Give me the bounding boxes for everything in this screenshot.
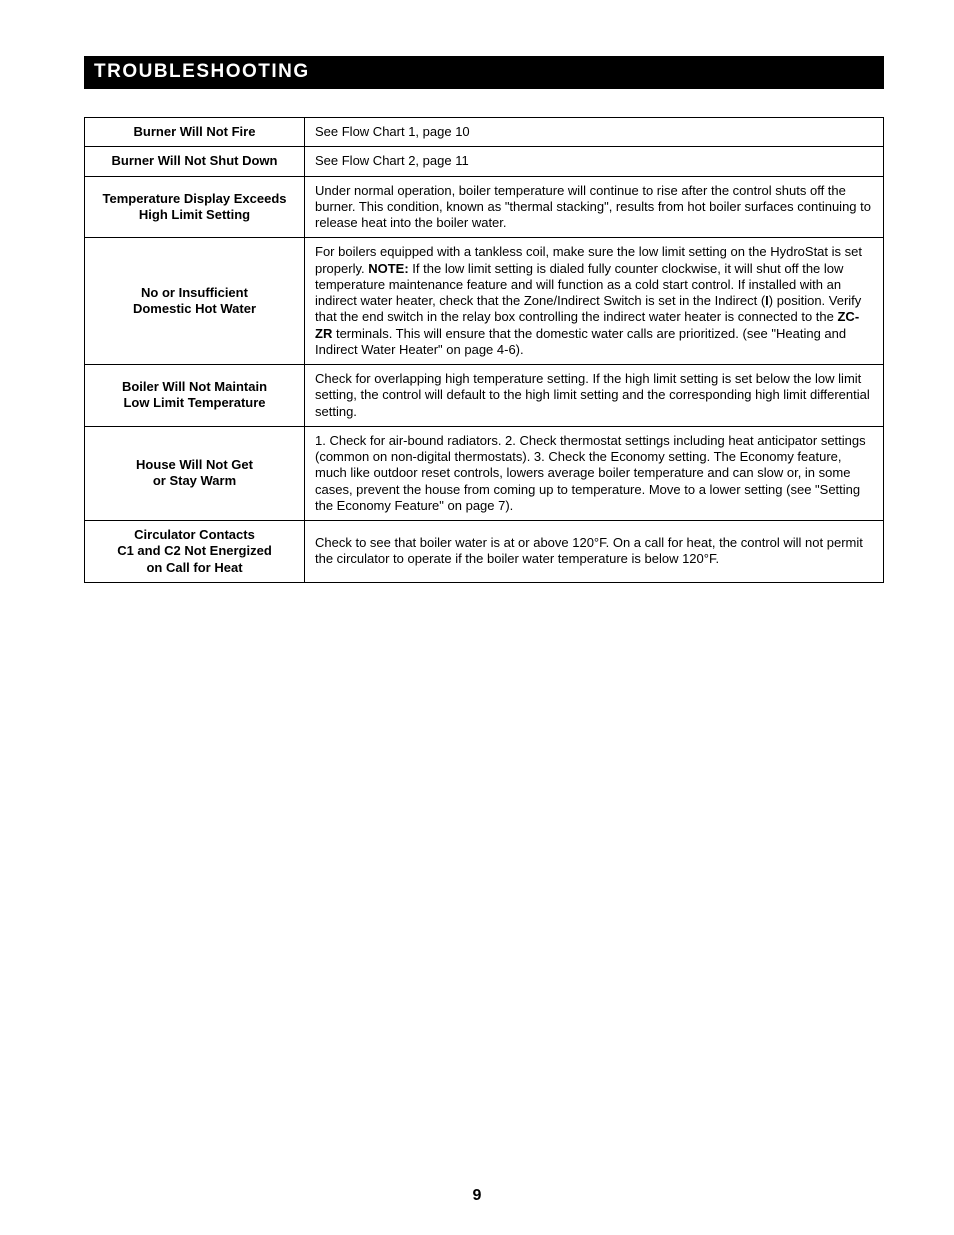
troubleshooting-table: Burner Will Not FireSee Flow Chart 1, pa… bbox=[84, 117, 884, 583]
problem-cell: House Will Not Getor Stay Warm bbox=[85, 426, 305, 520]
problem-cell: Boiler Will Not MaintainLow Limit Temper… bbox=[85, 365, 305, 427]
problem-cell: Burner Will Not Shut Down bbox=[85, 147, 305, 176]
solution-cell: See Flow Chart 2, page 11 bbox=[305, 147, 884, 176]
problem-cell: No or InsufficientDomestic Hot Water bbox=[85, 238, 305, 365]
problem-cell: Circulator ContactsC1 and C2 Not Energiz… bbox=[85, 521, 305, 583]
solution-cell: Check for overlapping high temperature s… bbox=[305, 365, 884, 427]
solution-cell: 1. Check for air-bound radiators. 2. Che… bbox=[305, 426, 884, 520]
page-number: 9 bbox=[0, 1187, 954, 1205]
solution-cell: For boilers equipped with a tankless coi… bbox=[305, 238, 884, 365]
solution-cell: See Flow Chart 1, page 10 bbox=[305, 118, 884, 147]
table-row: No or InsufficientDomestic Hot WaterFor … bbox=[85, 238, 884, 365]
solution-cell: Under normal operation, boiler temperatu… bbox=[305, 176, 884, 238]
table-row: Temperature Display ExceedsHigh Limit Se… bbox=[85, 176, 884, 238]
troubleshooting-table-body: Burner Will Not FireSee Flow Chart 1, pa… bbox=[85, 118, 884, 583]
document-page: TROUBLESHOOTING Burner Will Not FireSee … bbox=[0, 0, 954, 583]
problem-cell: Temperature Display ExceedsHigh Limit Se… bbox=[85, 176, 305, 238]
table-row: Circulator ContactsC1 and C2 Not Energiz… bbox=[85, 521, 884, 583]
table-row: Burner Will Not FireSee Flow Chart 1, pa… bbox=[85, 118, 884, 147]
table-row: Boiler Will Not MaintainLow Limit Temper… bbox=[85, 365, 884, 427]
solution-cell: Check to see that boiler water is at or … bbox=[305, 521, 884, 583]
section-heading: TROUBLESHOOTING bbox=[84, 56, 884, 89]
table-row: Burner Will Not Shut DownSee Flow Chart … bbox=[85, 147, 884, 176]
problem-cell: Burner Will Not Fire bbox=[85, 118, 305, 147]
table-row: House Will Not Getor Stay Warm1. Check f… bbox=[85, 426, 884, 520]
